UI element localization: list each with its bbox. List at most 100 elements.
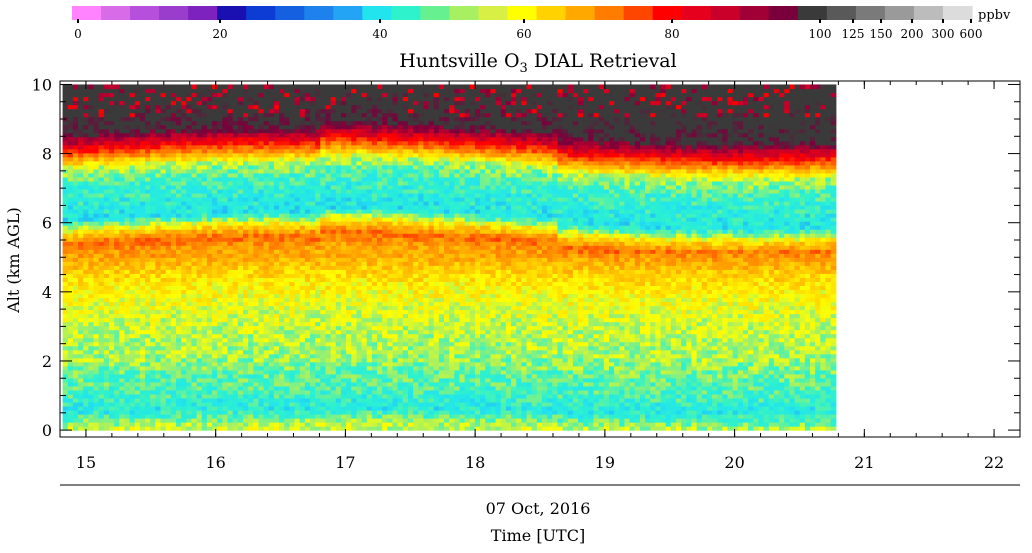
heatmap-cell xyxy=(289,337,296,343)
heatmap-cell xyxy=(108,84,115,90)
heatmap-cell xyxy=(217,369,223,375)
heatmap-cell xyxy=(253,156,260,162)
heatmap-cell xyxy=(294,225,301,230)
heatmap-cell xyxy=(351,301,357,307)
heatmap-cell xyxy=(88,108,95,114)
heatmap-cell xyxy=(170,104,177,110)
heatmap-cell xyxy=(320,104,327,110)
heatmap-cell xyxy=(330,253,337,258)
heatmap-cell xyxy=(176,409,182,415)
heatmap-cell xyxy=(320,414,327,419)
heatmap-cell xyxy=(155,309,162,315)
heatmap-cell xyxy=(310,333,316,339)
heatmap-cell xyxy=(212,309,218,315)
heatmap-cell xyxy=(103,329,110,335)
heatmap-cell xyxy=(330,100,337,106)
heatmap-cell xyxy=(201,426,208,431)
heatmap-cell xyxy=(93,269,100,274)
heatmap-cell xyxy=(248,192,254,198)
heatmap-cell xyxy=(227,422,234,427)
heatmap-cell xyxy=(129,225,136,230)
heatmap-cell xyxy=(201,160,208,166)
heatmap-cell xyxy=(72,305,79,311)
heatmap-cell xyxy=(134,241,141,246)
heatmap-cell xyxy=(273,349,280,355)
heatmap-cell xyxy=(320,188,327,194)
heatmap-cell xyxy=(108,381,115,387)
heatmap-cell xyxy=(181,209,187,214)
heatmap-cell xyxy=(165,140,172,146)
heatmap-cell xyxy=(289,353,296,359)
heatmap-cell xyxy=(335,120,342,126)
heatmap-cell xyxy=(103,333,110,339)
heatmap-cell xyxy=(134,341,141,347)
heatmap-cell xyxy=(78,257,84,262)
heatmap-cell xyxy=(284,180,290,186)
heatmap-cell xyxy=(170,289,177,295)
heatmap-cell xyxy=(310,401,316,407)
heatmap-cell xyxy=(284,393,290,399)
heatmap-cell xyxy=(253,120,260,126)
heatmap-cell xyxy=(191,156,198,162)
heatmap-cell xyxy=(227,265,234,270)
heatmap-cell xyxy=(304,341,311,347)
heatmap-cell xyxy=(248,353,254,359)
heatmap-cell xyxy=(294,100,301,106)
heatmap-cell xyxy=(310,305,316,311)
heatmap-cell xyxy=(346,237,352,242)
heatmap-cell xyxy=(217,209,223,214)
heatmap-cell xyxy=(237,341,244,347)
heatmap-cell xyxy=(273,377,280,383)
heatmap-cell xyxy=(206,393,213,399)
heatmap-cell xyxy=(181,84,187,90)
heatmap-cell xyxy=(170,313,177,319)
heatmap-cell xyxy=(258,317,265,323)
heatmap-cell xyxy=(351,148,357,154)
heatmap-cell xyxy=(294,277,301,282)
heatmap-cell xyxy=(134,217,141,222)
heatmap-cell xyxy=(346,96,352,102)
heatmap-cell xyxy=(93,297,100,303)
heatmap-cell xyxy=(325,349,332,355)
heatmap-cell xyxy=(253,84,260,90)
heatmap-cell xyxy=(340,381,347,387)
heatmap-cell xyxy=(124,341,131,347)
heatmap-cell xyxy=(315,309,321,315)
heatmap-cell xyxy=(62,237,69,242)
heatmap-cell xyxy=(258,301,265,307)
heatmap-cell xyxy=(78,148,84,154)
heatmap-cell xyxy=(315,108,321,114)
heatmap-cell xyxy=(155,213,162,218)
heatmap-cell xyxy=(78,269,84,274)
heatmap-cell xyxy=(222,281,229,287)
heatmap-cell xyxy=(119,241,126,246)
heatmap-cell xyxy=(78,289,84,295)
heatmap-cell xyxy=(237,213,244,218)
heatmap-cell xyxy=(284,397,290,403)
heatmap-cell xyxy=(170,357,177,363)
heatmap-cell xyxy=(279,313,285,319)
heatmap-cell xyxy=(108,104,115,110)
heatmap-cell xyxy=(346,168,352,174)
heatmap-cell xyxy=(289,188,296,194)
heatmap-cell xyxy=(237,140,244,146)
heatmap-cell xyxy=(114,116,120,122)
heatmap-cell xyxy=(165,245,172,250)
heatmap-cell xyxy=(186,345,193,351)
heatmap-cell xyxy=(268,422,275,427)
heatmap-cell xyxy=(330,140,337,146)
heatmap-cell xyxy=(103,100,110,106)
heatmap-cell xyxy=(279,180,285,186)
heatmap-cell xyxy=(315,317,321,323)
heatmap-cell xyxy=(356,365,363,371)
heatmap-cell xyxy=(284,229,290,234)
heatmap-cell xyxy=(222,136,229,142)
heatmap-cell xyxy=(93,120,100,126)
heatmap-cell xyxy=(346,229,352,234)
heatmap-cell xyxy=(273,385,280,391)
heatmap-cell xyxy=(67,369,74,375)
heatmap-cell xyxy=(258,144,265,150)
heatmap-cell xyxy=(346,297,352,303)
heatmap-cell xyxy=(78,253,84,258)
heatmap-cell xyxy=(196,349,203,355)
